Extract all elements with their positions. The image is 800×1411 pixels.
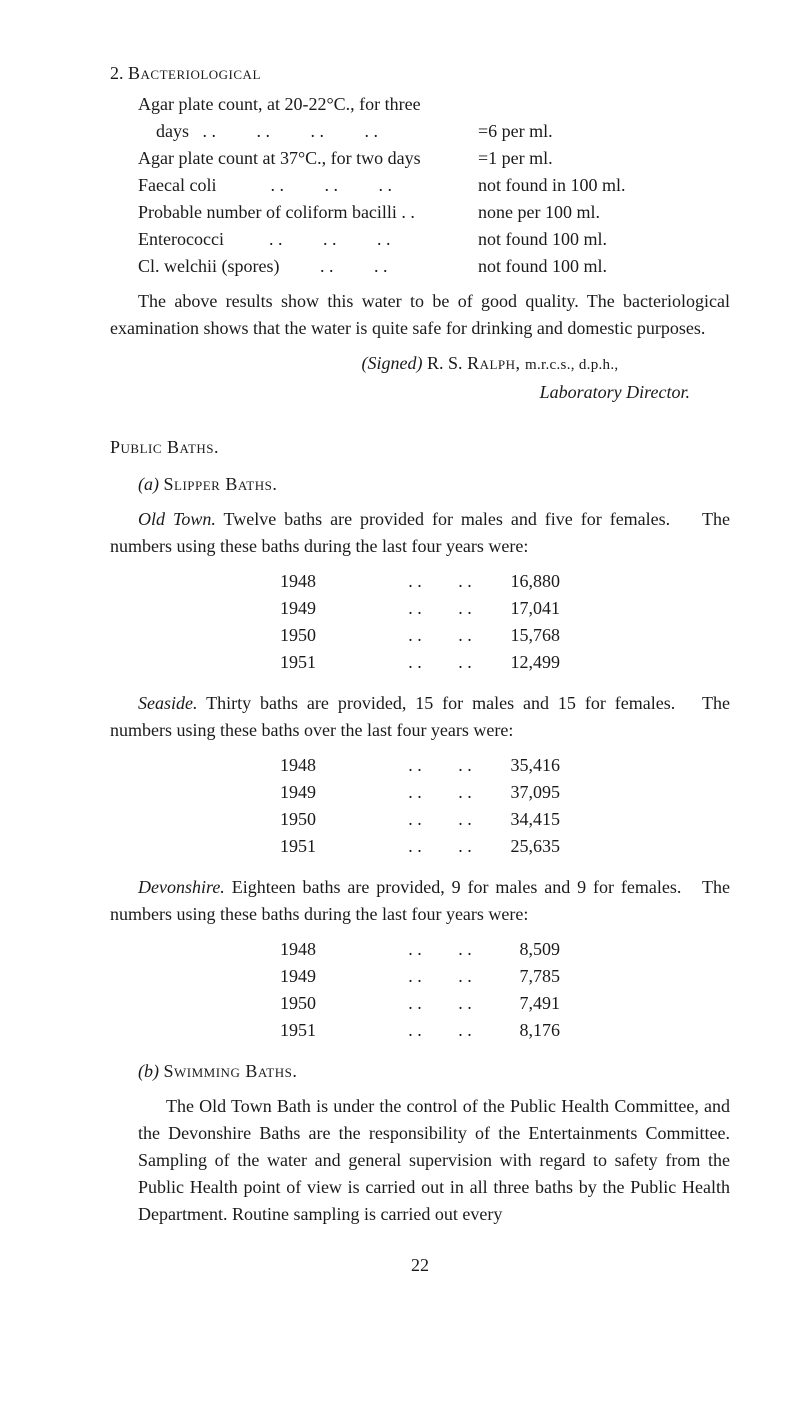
laboratory-director: Laboratory Director.	[110, 379, 690, 406]
dots: . .	[440, 1017, 490, 1044]
count: 7,491	[490, 990, 560, 1017]
signed-prefix: (Signed)	[362, 353, 423, 373]
year: 1949	[280, 779, 390, 806]
result-label: Faecal coli . . . . . .	[138, 172, 478, 199]
seaside-table: 1948. .. .35,416 1949. .. .37,095 1950. …	[280, 752, 560, 860]
dots: . .	[440, 752, 490, 779]
count: 37,095	[490, 779, 560, 806]
result-label: Probable number of coliform bacilli . .	[138, 199, 478, 226]
dots: . .	[440, 779, 490, 806]
result-value: =1 per ml.	[478, 145, 730, 172]
dots: . .	[390, 622, 440, 649]
result-value: not found in 100 ml.	[478, 172, 730, 199]
result-label: Enterococci . . . . . .	[138, 226, 478, 253]
count: 12,499	[490, 649, 560, 676]
year: 1948	[280, 752, 390, 779]
seaside-text: Thirty baths are provided, 15 for males …	[110, 693, 730, 740]
devonshire-paragraph: Devonshire. Eighteen baths are provided,…	[110, 874, 730, 928]
dots: . .	[390, 779, 440, 806]
dots: . .	[390, 936, 440, 963]
subsection-letter: (a)	[138, 474, 159, 494]
dots: . .	[390, 833, 440, 860]
dots: . .	[390, 990, 440, 1017]
year: 1951	[280, 833, 390, 860]
year: 1950	[280, 622, 390, 649]
result-label: days . . . . . . . .	[138, 118, 478, 145]
year: 1951	[280, 649, 390, 676]
year: 1948	[280, 936, 390, 963]
section-heading: 2. Bacteriological	[110, 60, 730, 87]
result-value: =6 per ml.	[478, 118, 730, 145]
year: 1949	[280, 963, 390, 990]
dots: . .	[440, 568, 490, 595]
dots: . .	[440, 963, 490, 990]
dots: . .	[390, 595, 440, 622]
result-label: Cl. welchii (spores) . . . .	[138, 253, 478, 280]
count: 7,785	[490, 963, 560, 990]
devonshire-table: 1948. .. .8,509 1949. .. .7,785 1950. ..…	[280, 936, 560, 1044]
section-number: 2.	[110, 63, 124, 83]
count: 15,768	[490, 622, 560, 649]
result-value: not found 100 ml.	[478, 253, 730, 280]
year: 1949	[280, 595, 390, 622]
count: 8,509	[490, 936, 560, 963]
subsection-title: Swimming Baths.	[164, 1061, 298, 1081]
dots: . .	[440, 622, 490, 649]
old-town-name: Old Town.	[138, 509, 216, 529]
result-value	[478, 91, 730, 118]
old-town-paragraph: Old Town. Twelve baths are provided for …	[110, 506, 730, 560]
swimming-baths-text: The Old Town Bath is under the control o…	[138, 1093, 730, 1228]
document-page: 2. Bacteriological Agar plate count, at …	[0, 0, 800, 1319]
count: 35,416	[490, 752, 560, 779]
year: 1950	[280, 990, 390, 1017]
subsection-title: Slipper Baths.	[164, 474, 278, 494]
signed-credentials: m.r.c.s., d.p.h.,	[525, 357, 618, 373]
dots: . .	[390, 568, 440, 595]
year: 1948	[280, 568, 390, 595]
year: 1950	[280, 806, 390, 833]
result-label: Agar plate count, at 20-22°C., for three	[138, 91, 478, 118]
dots: . .	[390, 649, 440, 676]
dots: . .	[440, 936, 490, 963]
dots: . .	[440, 833, 490, 860]
result-value: none per 100 ml.	[478, 199, 730, 226]
swimming-baths-heading: (b) Swimming Baths.	[138, 1058, 730, 1085]
dots: . .	[390, 752, 440, 779]
count: 34,415	[490, 806, 560, 833]
seaside-name: Seaside.	[138, 693, 197, 713]
old-town-table: 1948. .. .16,880 1949. .. .17,041 1950. …	[280, 568, 560, 676]
result-label: Agar plate count at 37°C., for two days	[138, 145, 478, 172]
count: 8,176	[490, 1017, 560, 1044]
year: 1951	[280, 1017, 390, 1044]
devonshire-name: Devonshire.	[138, 877, 225, 897]
page-number: 22	[110, 1252, 730, 1279]
bacteriological-results: Agar plate count, at 20-22°C., for three…	[138, 91, 730, 280]
dots: . .	[390, 1017, 440, 1044]
slipper-baths-heading: (a) Slipper Baths.	[138, 471, 730, 498]
seaside-paragraph: Seaside. Thirty baths are provided, 15 f…	[110, 690, 730, 744]
section-title: Bacteriological	[128, 63, 261, 83]
dots: . .	[440, 649, 490, 676]
dots: . .	[390, 806, 440, 833]
dots: . .	[440, 595, 490, 622]
dots: . .	[440, 990, 490, 1017]
signed-name: R. S. Ralph,	[427, 353, 525, 373]
bacteriological-summary: The above results show this water to be …	[110, 288, 730, 342]
count: 25,635	[490, 833, 560, 860]
signature-line: (Signed) R. S. Ralph, m.r.c.s., d.p.h.,	[250, 350, 730, 377]
dots: . .	[440, 806, 490, 833]
result-value: not found 100 ml.	[478, 226, 730, 253]
count: 16,880	[490, 568, 560, 595]
dots: . .	[390, 963, 440, 990]
subsection-letter: (b)	[138, 1061, 159, 1081]
count: 17,041	[490, 595, 560, 622]
public-baths-heading: Public Baths.	[110, 434, 730, 461]
